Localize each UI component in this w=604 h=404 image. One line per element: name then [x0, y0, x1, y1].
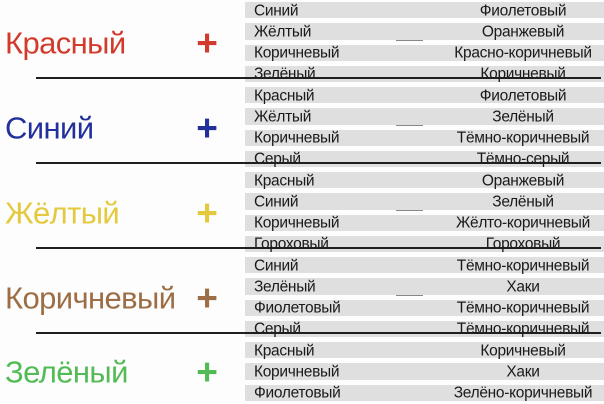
- result-color-label: Коричневый: [480, 341, 566, 359]
- base-color-label: Красный: [5, 25, 126, 60]
- mix-row: Серый Тёмно-серый: [245, 149, 604, 170]
- base-color-label: Жёлтый: [5, 195, 120, 230]
- mix-row: Фиолетовый Зелёно-коричневый: [245, 383, 604, 404]
- base-color-label: Коричневый: [5, 280, 176, 315]
- result-color-label: Жёлто-коричневый: [455, 214, 591, 232]
- added-color-label: Жёлтый: [254, 23, 312, 41]
- mix-row: Коричневый Хаки: [245, 361, 604, 382]
- added-color-label: Коричневый: [254, 129, 340, 147]
- mix-rows: Красный Фиолетовый Жёлтый Зелёный Коричн…: [245, 85, 604, 170]
- mix-row: Фиолетовый Тёмно-коричневый: [245, 298, 604, 319]
- block-divider: [36, 247, 601, 249]
- mix-row: Жёлтый Зелёный: [245, 106, 604, 127]
- block-divider: [36, 77, 601, 79]
- result-color-label: Гороховый: [485, 235, 561, 253]
- result-color-label: Зелёно-коричневый: [453, 384, 593, 402]
- mix-row: Жёлтый Оранжевый: [245, 21, 604, 42]
- mix-rows: Синий Тёмно-коричневый Зелёный Хаки Фиол…: [245, 255, 604, 340]
- plus-icon: +: [196, 351, 218, 393]
- result-color-label: Оранжевый: [481, 23, 565, 41]
- added-color-label: Синий: [254, 1, 299, 19]
- added-color-label: Фиолетовый: [254, 299, 341, 317]
- mix-row: Синий Зелёный: [245, 191, 604, 212]
- result-color-label: Тёмно-коричневый: [456, 320, 590, 338]
- result-color-label: Фиолетовый: [479, 86, 567, 104]
- mix-row: Зелёный Хаки: [245, 276, 604, 297]
- mix-row: Коричневый Красно-коричневый: [245, 43, 604, 64]
- added-color-label: Жёлтый: [254, 108, 312, 126]
- result-color-label: Красно-коричневый: [454, 44, 592, 62]
- result-color-label: Оранжевый: [481, 171, 565, 189]
- mix-rows: Красный Коричневый Коричневый Хаки Фиоле…: [245, 340, 604, 404]
- result-color-label: Хаки: [506, 363, 540, 381]
- added-color-label: Красный: [254, 171, 315, 189]
- added-color-label: Зелёный: [254, 65, 316, 83]
- mix-block: Жёлтый + Красный Оранжевый Синий Зелёный…: [0, 170, 604, 255]
- added-color-label: Зелёный: [254, 278, 316, 296]
- mix-row: Коричневый Жёлто-коричневый: [245, 213, 604, 234]
- plus-icon: +: [196, 192, 218, 233]
- mix-block: Зелёный + Красный Коричневый Коричневый …: [0, 340, 604, 404]
- block-divider: [36, 162, 601, 164]
- added-color-label: Фиолетовый: [254, 384, 341, 402]
- mix-row: Синий Тёмно-коричневый: [245, 255, 604, 276]
- base-color-label: Зелёный: [5, 354, 128, 390]
- plus-icon: +: [196, 107, 218, 148]
- added-color-label: Коричневый: [254, 363, 340, 381]
- result-color-label: Хаки: [506, 278, 540, 296]
- mix-block: Красный + Синий Фиолетовый Жёлтый Оранже…: [0, 0, 604, 85]
- base-color-label: Синий: [5, 110, 94, 145]
- result-color-label: Тёмно-коричневый: [456, 256, 590, 274]
- added-color-label: Синий: [254, 256, 299, 274]
- mix-row: Серый Тёмно-коричневый: [245, 319, 604, 340]
- block-divider: [36, 332, 601, 334]
- mix-rows: Синий Фиолетовый Жёлтый Оранжевый Коричн…: [245, 0, 604, 85]
- mix-row: Коричневый Тёмно-коричневый: [245, 128, 604, 149]
- result-color-label: Тёмно-коричневый: [456, 129, 590, 147]
- mix-row: Красный Оранжевый: [245, 170, 604, 191]
- mix-row: Зелёный Коричневый: [245, 64, 604, 85]
- added-color-label: Красный: [254, 86, 315, 104]
- result-color-label: Тёмно-серый: [476, 150, 570, 168]
- mix-block: Синий + Красный Фиолетовый Жёлтый Зелёны…: [0, 85, 604, 170]
- added-color-label: Коричневый: [254, 214, 340, 232]
- mix-rows: Красный Оранжевый Синий Зелёный Коричнев…: [245, 170, 604, 255]
- result-color-label: Коричневый: [480, 65, 566, 83]
- result-color-label: Зелёный: [492, 108, 554, 126]
- plus-icon: +: [196, 22, 218, 63]
- mix-row: Красный Коричневый: [245, 340, 604, 361]
- result-color-label: Зелёный: [492, 193, 554, 211]
- plus-icon: +: [196, 277, 218, 318]
- added-color-label: Коричневый: [254, 44, 340, 62]
- result-color-label: Тёмно-коричневый: [456, 299, 590, 317]
- added-color-label: Гороховый: [254, 235, 329, 253]
- added-color-label: Серый: [254, 320, 301, 338]
- mix-row: Красный Фиолетовый: [245, 85, 604, 106]
- added-color-label: Синий: [254, 193, 299, 211]
- added-color-label: Красный: [254, 341, 315, 359]
- added-color-label: Серый: [254, 150, 301, 168]
- mix-row: Синий Фиолетовый: [245, 0, 604, 21]
- result-color-label: Фиолетовый: [479, 1, 567, 19]
- mix-block: Коричневый + Синий Тёмно-коричневый Зелё…: [0, 255, 604, 340]
- mix-row: Гороховый Гороховый: [245, 234, 604, 255]
